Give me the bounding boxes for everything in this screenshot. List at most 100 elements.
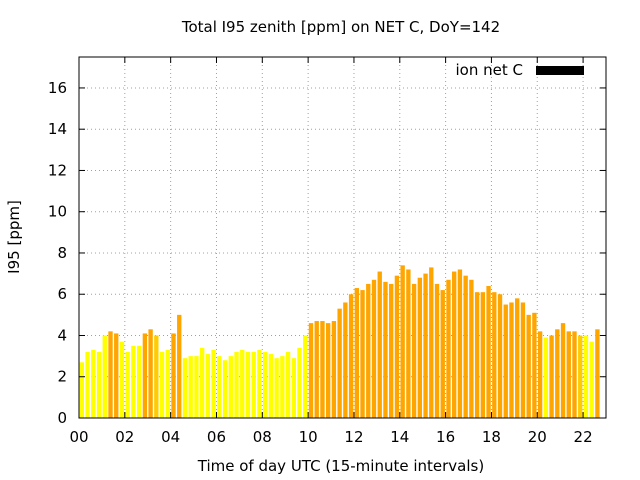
- y-tick-label: 10: [48, 203, 67, 221]
- bar: [234, 351, 239, 418]
- plot-frame: [78, 56, 607, 419]
- x-tick-label: 10: [299, 428, 318, 446]
- bar: [337, 308, 342, 418]
- bar: [274, 358, 279, 418]
- y-tick-label: 12: [48, 161, 67, 179]
- axis-ticks: [78, 57, 606, 419]
- bar: [285, 351, 291, 418]
- x-tick-label: 16: [436, 428, 455, 446]
- x-tick-label: 18: [482, 428, 501, 446]
- bar: [240, 349, 245, 418]
- bar: [303, 335, 308, 418]
- bar: [251, 351, 256, 418]
- bars: [79, 265, 600, 418]
- bar: [509, 302, 514, 418]
- bar: [383, 281, 388, 418]
- y-tick-label: 8: [57, 244, 67, 262]
- y-tick-label: 0: [57, 409, 67, 427]
- bar: [595, 329, 600, 418]
- bar: [549, 335, 554, 418]
- grid-lines: [79, 57, 606, 418]
- bar: [452, 271, 457, 418]
- x-tick-label: 00: [69, 428, 88, 446]
- bar: [434, 283, 440, 418]
- bar: [503, 304, 508, 418]
- bar: [136, 345, 142, 418]
- bar: [497, 294, 503, 418]
- y-tick-label: 14: [48, 120, 67, 138]
- bar: [371, 279, 377, 418]
- bar: [125, 351, 130, 418]
- bar: [148, 329, 153, 418]
- bar: [469, 279, 474, 418]
- y-tick-label: 4: [57, 326, 67, 344]
- bar: [222, 360, 228, 418]
- bar: [154, 335, 159, 418]
- bar: [429, 267, 434, 418]
- x-tick-label: 04: [161, 428, 180, 446]
- bar: [268, 354, 274, 418]
- bar: [79, 362, 85, 418]
- bar: [515, 298, 520, 418]
- bar: [526, 314, 531, 418]
- bar: [560, 323, 566, 418]
- x-tick-label: 14: [390, 428, 409, 446]
- bar: [211, 349, 216, 418]
- x-tick-label: 02: [115, 428, 134, 446]
- bar: [457, 269, 463, 418]
- x-tick-labels: 00 02 04 06 08 10 12 14 16 18 20 22: [69, 428, 592, 446]
- bar: [354, 288, 359, 418]
- bar: [394, 275, 400, 418]
- bar: [440, 290, 445, 418]
- bar: [543, 337, 549, 418]
- bar: [262, 351, 268, 418]
- bar: [228, 356, 233, 418]
- bar: [343, 302, 348, 418]
- bar: [474, 292, 480, 418]
- bar: [486, 285, 491, 418]
- bar: [91, 349, 96, 418]
- y-axis-label: I95 [ppm]: [5, 200, 23, 274]
- bar: [119, 341, 125, 418]
- bar: [555, 329, 560, 418]
- chart-title: Total I95 zenith [ppm] on NET C, DoY=142: [181, 18, 500, 36]
- x-axis-label: Time of day UTC (15-minute intervals): [197, 457, 484, 475]
- bar: [131, 345, 136, 418]
- bar: [331, 321, 337, 418]
- bar: [463, 275, 468, 418]
- x-tick-label: 20: [528, 428, 547, 446]
- x-tick-label: 22: [574, 428, 593, 446]
- bar: [165, 349, 170, 418]
- bar: [348, 294, 354, 418]
- bar: [205, 354, 211, 418]
- bar: [257, 349, 262, 418]
- bar: [182, 358, 188, 418]
- bar: [96, 351, 102, 418]
- bar: [159, 351, 165, 418]
- bar: [314, 321, 319, 418]
- bar: [583, 335, 589, 418]
- bar: [142, 333, 148, 418]
- bar: [589, 341, 594, 418]
- bar: [417, 277, 423, 418]
- bar: [245, 351, 251, 418]
- bar: [188, 356, 193, 418]
- bar: [366, 283, 371, 418]
- bar: [102, 335, 107, 418]
- y-tick-label: 6: [57, 285, 67, 303]
- y-tick-labels: 0 2 4 6 8 10 12 14 16: [48, 79, 67, 427]
- bar: [377, 271, 382, 418]
- y-tick-label: 16: [48, 79, 67, 97]
- bar: [85, 351, 90, 418]
- bar: [423, 273, 428, 418]
- bar: [297, 347, 302, 418]
- bar: [572, 331, 577, 418]
- x-tick-label: 06: [207, 428, 226, 446]
- bar: [108, 331, 113, 418]
- bar: [492, 292, 497, 418]
- legend-label: ion net C: [456, 61, 523, 79]
- bar: [400, 265, 405, 418]
- bar: [320, 321, 325, 418]
- bar: [537, 331, 543, 418]
